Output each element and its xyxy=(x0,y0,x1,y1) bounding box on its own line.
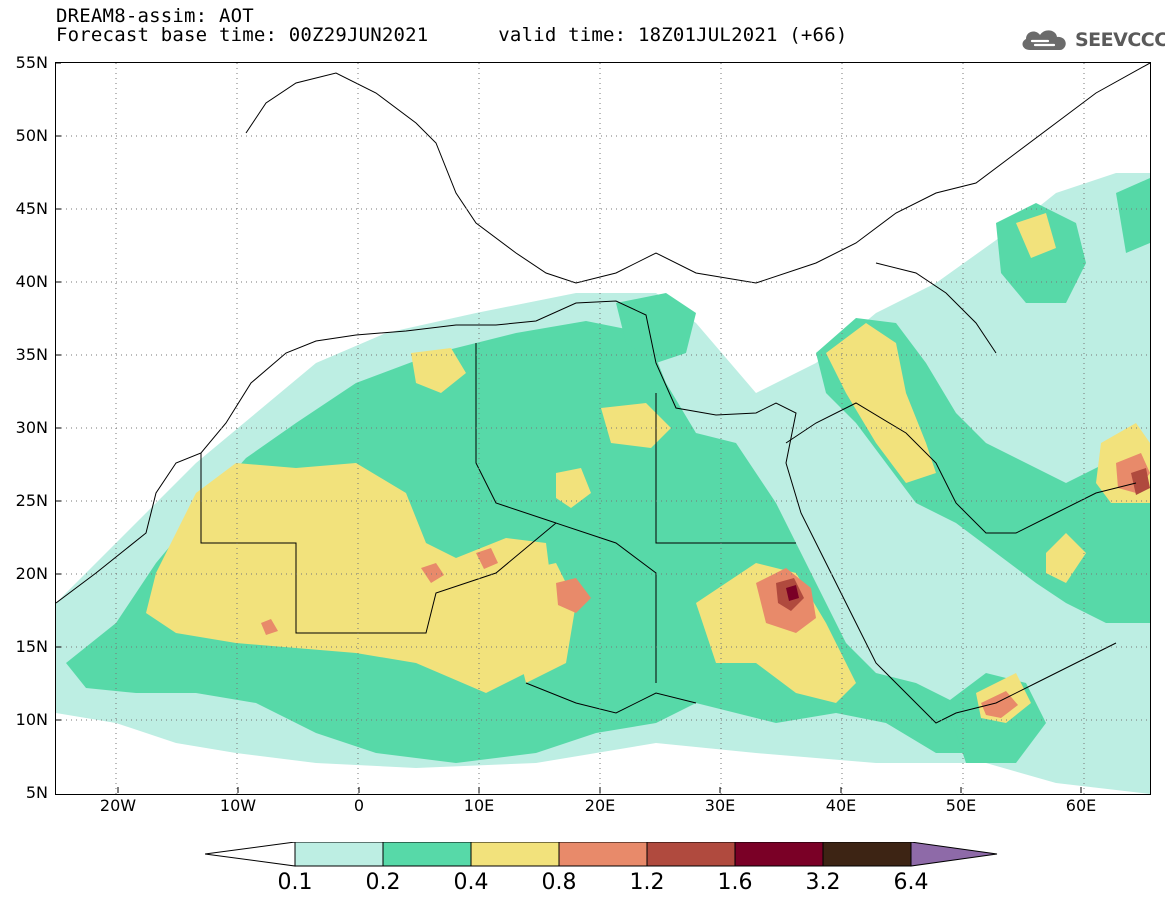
lat-tick-label: 50N xyxy=(15,126,48,145)
lat-tick-label: 55N xyxy=(15,53,48,72)
lon-tick-label: 40E xyxy=(825,796,857,815)
colorbar-under-arrow xyxy=(205,842,296,867)
colorbar-label: 1.2 xyxy=(629,870,665,895)
lon-tick-label: 30E xyxy=(704,796,736,815)
colorbar-label: 0.2 xyxy=(365,870,401,895)
colorbar-segment xyxy=(558,842,648,867)
colorbar-segment xyxy=(382,842,472,867)
colorbar-over-arrow xyxy=(910,842,998,867)
colorbar-segment xyxy=(646,842,736,867)
lat-tick-label: 45N xyxy=(15,199,48,218)
lon-tick-label: 10W xyxy=(219,796,257,815)
lat-tick-label: 25N xyxy=(15,491,48,510)
map-canvas xyxy=(56,63,1150,794)
cloud-icon xyxy=(1022,30,1066,50)
colorbar-label: 0.4 xyxy=(453,870,489,895)
aot-map xyxy=(55,62,1151,795)
colorbar-segment xyxy=(822,842,912,867)
lat-tick-label: 40N xyxy=(15,272,48,291)
colorbar-label: 1.6 xyxy=(717,870,753,895)
lat-tick-label: 5N xyxy=(25,783,48,802)
colorbar-segment xyxy=(294,842,384,867)
map-subtitle: Forecast base time: 00Z29JUN2021 valid t… xyxy=(56,25,847,45)
lon-tick-label: 20W xyxy=(99,796,137,815)
map-gridlines xyxy=(56,63,1150,794)
map-title: DREAM8-assim: AOT xyxy=(56,5,254,27)
lat-tick-label: 10N xyxy=(15,710,48,729)
lat-tick-label: 30N xyxy=(15,418,48,437)
colorbar-label: 3.2 xyxy=(805,870,841,895)
seevccc-logo: SEEVCCC xyxy=(1018,26,1165,54)
colorbar-label: 0.1 xyxy=(277,870,313,895)
colorbar-segment xyxy=(470,842,560,867)
base-time: Forecast base time: 00Z29JUN2021 xyxy=(56,24,429,46)
aot-band-1.6-3.2 xyxy=(786,585,799,601)
lon-tick-label: 10E xyxy=(463,796,495,815)
aot-colorbar xyxy=(205,842,998,867)
colorbar-segment xyxy=(734,842,824,867)
colorbar-label: 0.8 xyxy=(541,870,577,895)
coastlines xyxy=(56,63,1150,724)
lon-tick-label: 0 xyxy=(353,796,365,815)
colorbar-label: 6.4 xyxy=(893,870,929,895)
lat-tick-label: 20N xyxy=(15,564,48,583)
lon-tick-label: 50E xyxy=(945,796,977,815)
lon-tick-label: 20E xyxy=(584,796,616,815)
lat-tick-label: 15N xyxy=(15,637,48,656)
logo-text: SEEVCCC xyxy=(1075,29,1165,51)
lon-tick-label: 60E xyxy=(1065,796,1097,815)
valid-time: valid time: 18Z01JUL2021 (+66) xyxy=(498,24,848,46)
lat-tick-label: 35N xyxy=(15,345,48,364)
